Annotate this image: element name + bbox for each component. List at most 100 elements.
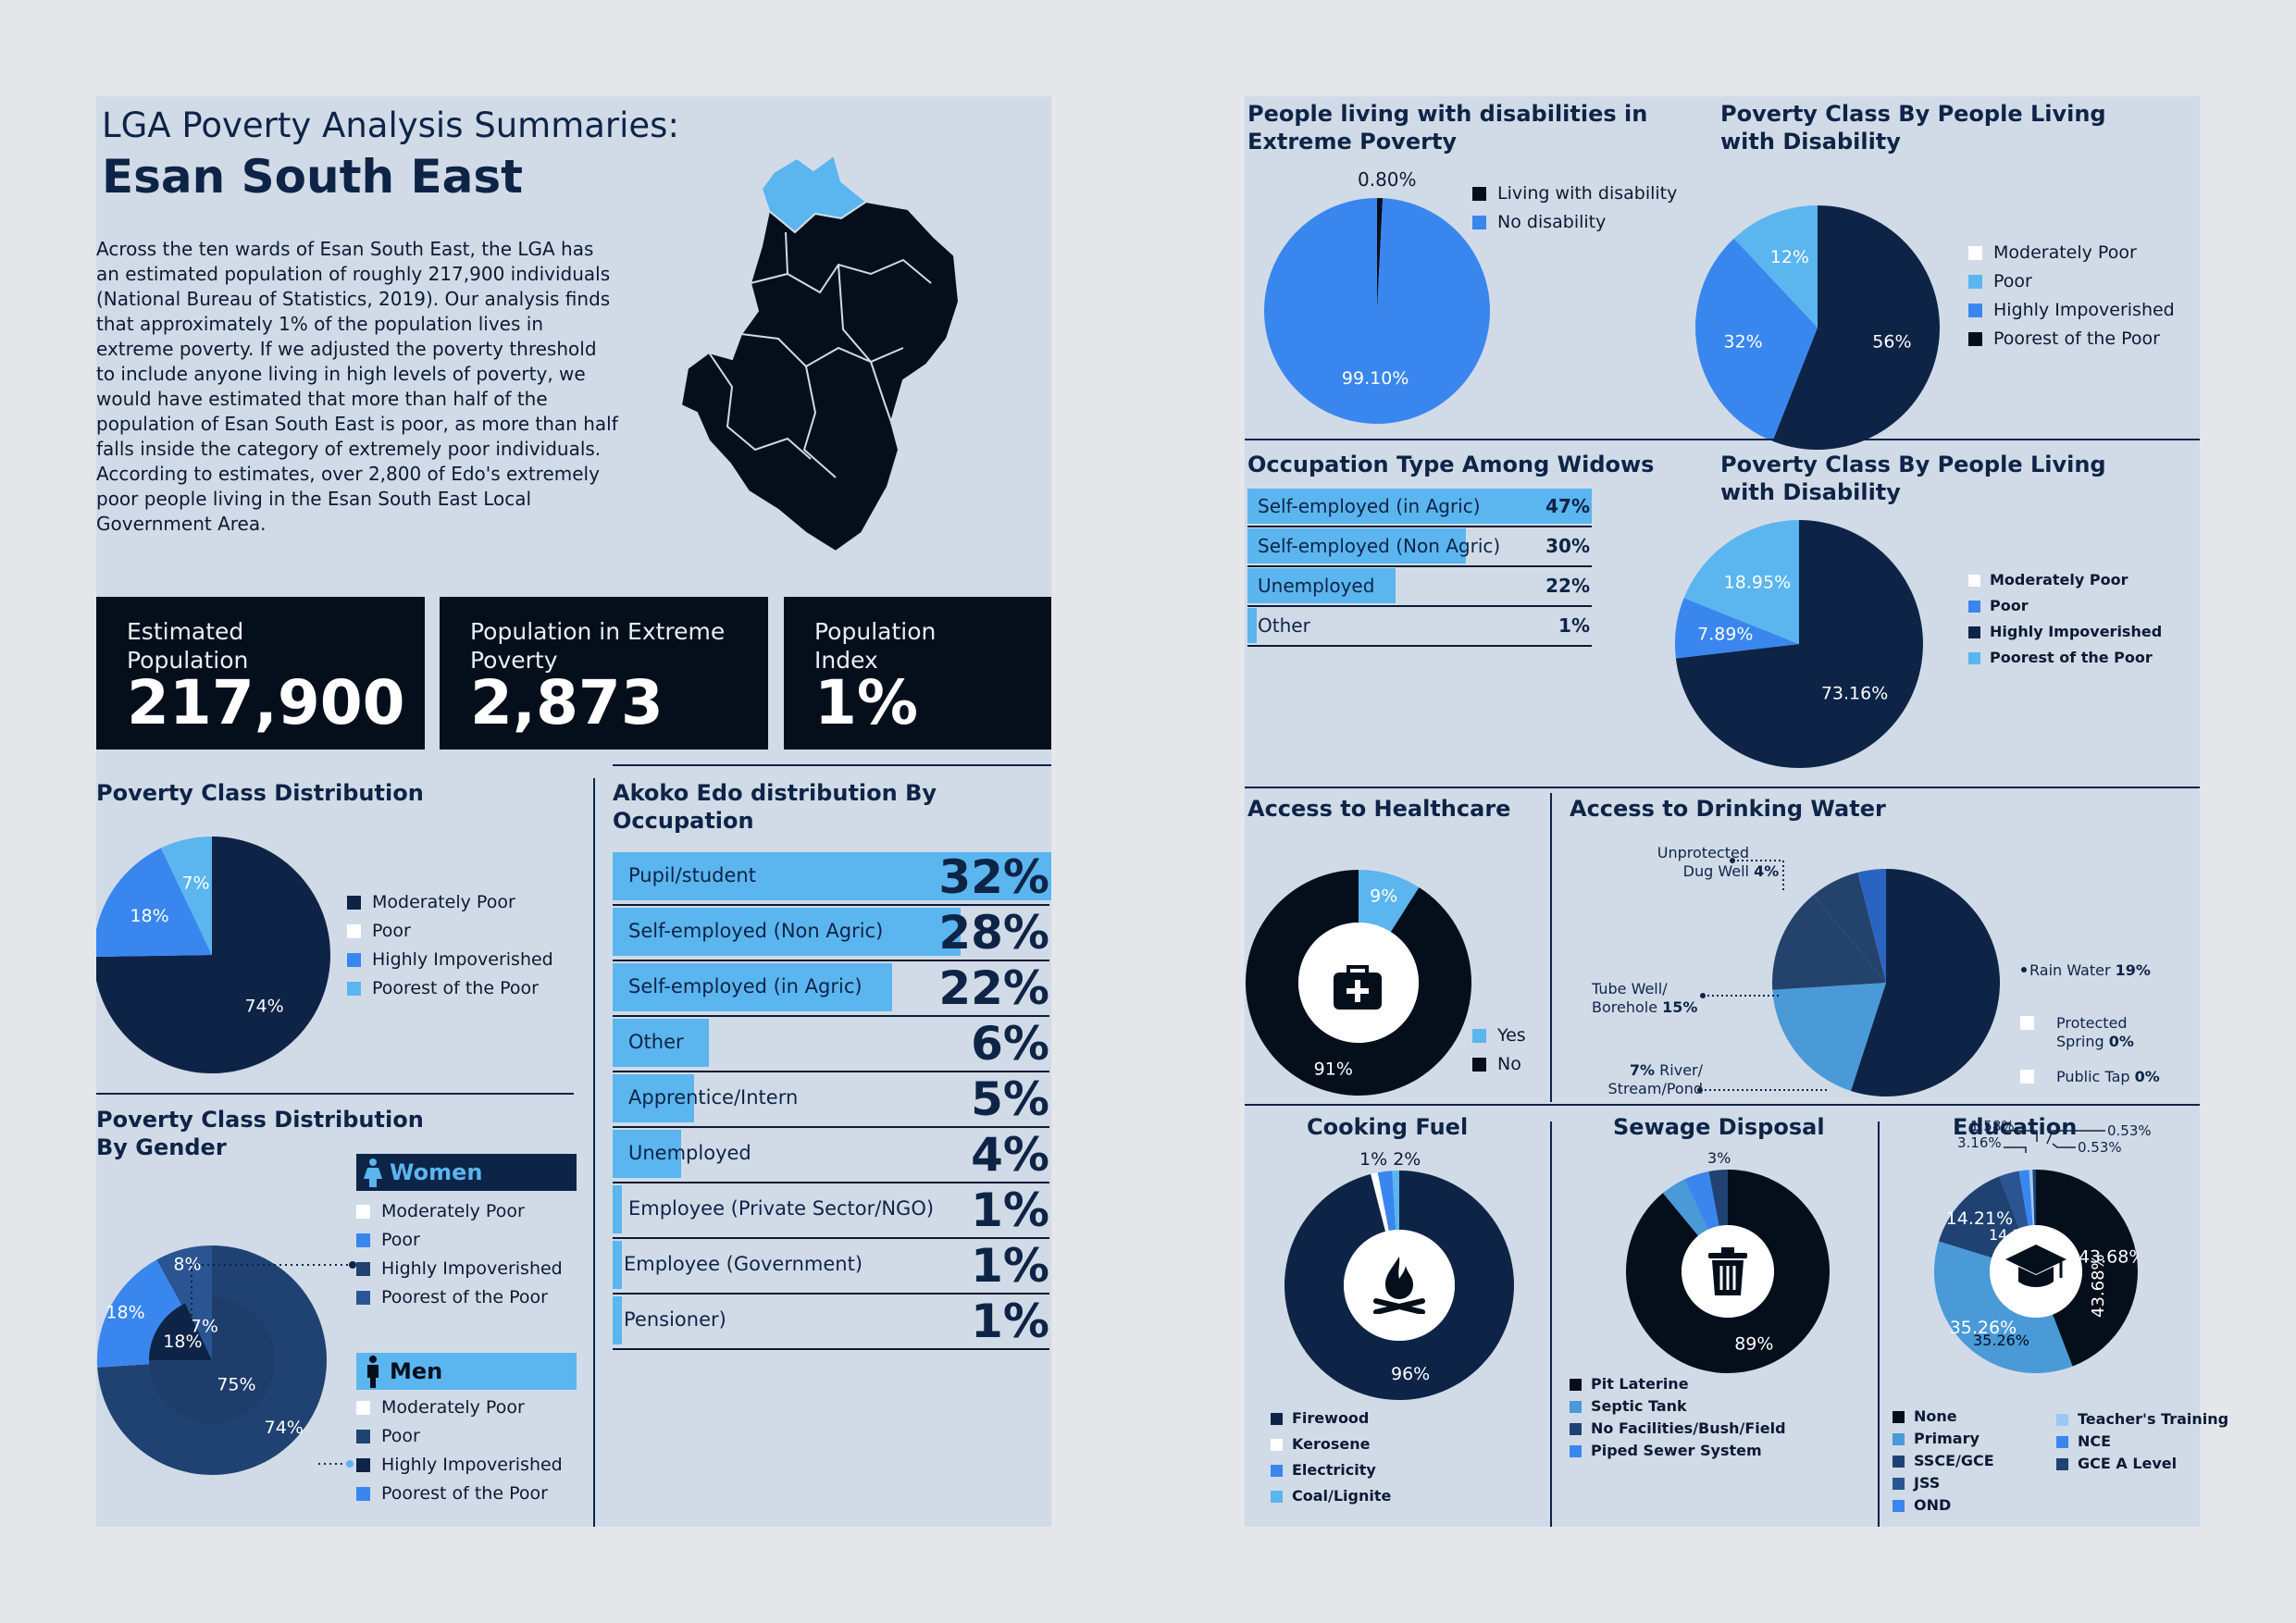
education-legend-col2: Teacher's Training NCE GCE A Level (2056, 1408, 2228, 1475)
legend-label: Poorest of the Poor (1993, 328, 2160, 349)
legend-label: Coal/Lignite (1292, 1487, 1392, 1505)
chart-title: Access to Healthcare (1247, 796, 1511, 822)
legend-swatch (1570, 1444, 1582, 1457)
bar-value-label: 47% (1545, 495, 1590, 517)
education-top-callouts: 1.58% 3.16% 0.53% 0.53% (1957, 1118, 2152, 1156)
right-page: People living with disabilities in Extre… (1245, 96, 2228, 1527)
trash-icon (1708, 1247, 1747, 1295)
bar-label: Apprentice/Intern (628, 1086, 799, 1109)
bar-value-label: 6% (971, 1017, 1049, 1071)
gender-inner-pie: 75% 18%7% (149, 1297, 275, 1423)
bar-label: Employee (Private Sector/NGO) (628, 1197, 935, 1220)
legend-item-kerosene: Kerosene (1271, 1431, 1391, 1457)
legend-item-teacher-s-training: Teacher's Training (2056, 1408, 2228, 1431)
water-pct: 4% (1754, 862, 1780, 880)
legend-label: Highly Impoverished (381, 1258, 563, 1279)
slice-0-53 (2029, 1170, 2035, 1226)
bar-label: Pupil/student (628, 864, 756, 886)
edu-label-43: 43.68% (2089, 1254, 2108, 1318)
legend-label: Poor (372, 921, 411, 941)
edu-label-158: 1.58% (1970, 1118, 2015, 1134)
legend-item-moderately-poor: Moderately Poor (1968, 239, 2175, 267)
legend-swatch (1968, 600, 1980, 613)
slice-label: 14.21% (1946, 1208, 2013, 1229)
legend-item-highly-impoverished: Highly Impoverished (1968, 619, 2162, 645)
legend-item-piped-sewer-system: Piped Sewer System (1570, 1440, 1786, 1462)
sewage-legend: Pit Laterine Septic Tank No Facilities/Bus… (1570, 1373, 1786, 1462)
legend-item-septic-tank: Septic Tank (1570, 1395, 1786, 1418)
disability-class-pie: 56% 32% 12% (1695, 205, 1940, 450)
legend-label: Kerosene (1292, 1435, 1371, 1453)
men-legend: Moderately Poor Poor Highly Impoverished Po… (356, 1394, 563, 1508)
chart-title: Poverty Class Distribution (96, 780, 424, 806)
chart-title: Occupation Type Among Widows (1247, 452, 1655, 477)
edu-label-14: 14.21% (1989, 1226, 2045, 1244)
water-label: Rain Water (2029, 961, 2111, 979)
bar-label: Other (628, 1031, 684, 1053)
slice-label: 18% (163, 1332, 202, 1352)
bar-row: Pensioner) 1% (613, 1293, 1049, 1350)
bar-label: Self-employed (in Agric) (628, 975, 863, 997)
legend-label: No (1497, 1054, 1521, 1074)
slice-label: 7% (181, 873, 209, 894)
bar-row: Unemployed 4% (613, 1126, 1049, 1183)
bar-value-label: 1% (971, 1239, 1049, 1293)
legend-label: Highly Impoverished (372, 949, 553, 970)
chart-title: Cooking Fuel (1307, 1114, 1469, 1140)
stat-label: Estimated Population (127, 618, 249, 674)
legend-label: Poorest of the Poor (372, 978, 539, 998)
legend-swatch (1968, 275, 1982, 289)
legend-item-moderately-poor: Moderately Poor (347, 888, 553, 917)
slice-0-80 (1377, 198, 1384, 311)
education-callouts: 14.21% 35.26% 43.68% (1973, 1226, 2108, 1349)
slice-label: 89% (1734, 1334, 1773, 1355)
slice-35-26 (1934, 1241, 2073, 1373)
legend-swatch (1968, 246, 1982, 260)
slice-label: 99.10% (1342, 368, 1409, 389)
bar (613, 1241, 622, 1289)
legend-item-primary: Primary (1893, 1428, 1994, 1450)
legend-item-nce: NCE (2056, 1431, 2228, 1453)
slice-label: 7% (191, 1317, 218, 1337)
legend-item-moderately-poor: Moderately Poor (356, 1197, 563, 1226)
fire-icon (1373, 1257, 1425, 1314)
bar-row: Self-employed (Non Agric) 30% (1247, 526, 1592, 567)
legend-swatch (1968, 626, 1980, 638)
cooking-fuel-legend: Firewood Kerosene Electricity Coal/Lignite (1271, 1406, 1391, 1509)
bar-value-label: 28% (938, 906, 1049, 960)
edu-label-316: 3.16% (1957, 1134, 2002, 1151)
stat-label: Population in Extreme Poverty (470, 618, 726, 674)
page-kicker: LGA Poverty Analysis Summaries: (102, 105, 679, 145)
stat-card-extreme-poverty: Population in Extreme Poverty 2,873 (440, 597, 768, 750)
legend-item-no-facilities-bush-field: No Facilities/Bush/Field (1570, 1418, 1786, 1440)
water-callout-lines (1697, 858, 2027, 1093)
water-pct: 0% (2134, 1068, 2160, 1085)
education-legend-col1: None Primary SSCE/GCE JSS OND (1893, 1406, 1994, 1517)
disability-class-legend: Moderately Poor Poor Highly Impoverished Po… (1968, 239, 2175, 353)
slice-89 (1626, 1170, 1830, 1373)
women-legend: Moderately Poor Poor Highly Impoverished Po… (356, 1197, 563, 1312)
water-pct: 15% (1662, 998, 1698, 1016)
legend-swatch (347, 924, 361, 938)
water-label: Public Tap (2056, 1068, 2130, 1085)
bar-value-label: 5% (971, 1072, 1049, 1126)
slice-label: 74% (265, 1418, 304, 1438)
slice-18 (149, 1303, 212, 1360)
legend-swatch (2020, 1070, 2034, 1084)
stat-card-population-index: Population Index 1% (784, 597, 1051, 750)
intro-paragraph: Across the ten wards of Esan South East,… (96, 238, 618, 535)
poverty-class-pie: 74% 18% 7% (96, 836, 330, 1073)
slice-32 (1695, 238, 1818, 441)
legend-label: Highly Impoverished (1990, 623, 2163, 640)
slice-label: 56% (1872, 331, 1911, 352)
education-donut: 43.68% 35.26% 14.21% (1934, 1170, 2138, 1373)
slice-3-16 (1999, 1171, 2029, 1229)
legend-item-no-disability: No disability (1472, 208, 1677, 237)
slice-73-16 (1675, 520, 1923, 768)
legend-label: Highly Impoverished (1993, 300, 2175, 320)
chart-title: Access to Drinking Water (1570, 796, 1886, 822)
legend-item-pit-laterine: Pit Laterine (1570, 1373, 1786, 1395)
stat-card-population: Estimated Population 217,900 (96, 597, 425, 750)
slice-label: 18.95% (1724, 572, 1791, 592)
disability-class-pie-2: 73.16% 7.89% 18.95% (1675, 520, 1923, 768)
